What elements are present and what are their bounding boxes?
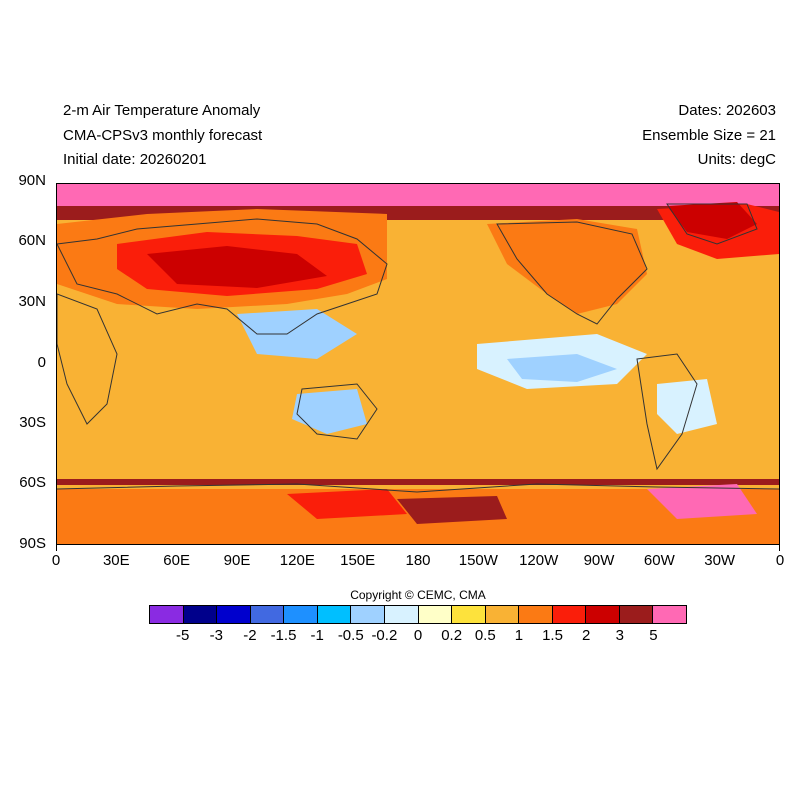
colorbar-swatch <box>619 606 654 623</box>
copyright-notice: Copyright © CEMC, CMA <box>350 588 486 602</box>
colorbar-swatch <box>317 606 352 623</box>
colorbar-swatch <box>552 606 587 623</box>
colorbar-label: 3 <box>615 627 624 644</box>
lon-label: 150W <box>458 552 498 569</box>
colorbar-swatch <box>418 606 453 623</box>
anomaly-field <box>57 184 779 544</box>
colorbar-swatch <box>452 606 486 623</box>
colorbar-swatch <box>183 606 218 623</box>
colorbar-label: 0.2 <box>441 627 463 644</box>
ensemble-size: Ensemble Size = 21 <box>642 127 776 144</box>
antarctic-hot <box>287 489 407 519</box>
greenland-hot <box>667 202 757 239</box>
lon-label: 120W <box>519 552 559 569</box>
colorbar-swatch <box>519 606 553 623</box>
forecast-dates: Dates: 202603 <box>678 102 776 119</box>
lon-label: 30E <box>102 552 130 569</box>
lon-label: 60E <box>163 552 190 569</box>
colorbar-swatch <box>284 606 318 623</box>
initial-date: Initial date: 20260201 <box>63 151 207 168</box>
colorbar-label: -1.5 <box>270 627 297 644</box>
australia-cool <box>292 389 367 434</box>
colorbar-label: 2 <box>581 627 591 644</box>
anomaly-map <box>56 183 780 545</box>
colorbar <box>149 605 687 624</box>
pacific-cool-core <box>507 354 617 382</box>
lon-label: 60W <box>643 552 675 569</box>
lon-label: 90W <box>583 552 615 569</box>
coastlines <box>57 203 779 493</box>
colorbar-label: -0.5 <box>337 627 364 644</box>
lat-label: 60N <box>18 232 46 249</box>
colorbar-swatch <box>351 606 385 623</box>
lat-label: 30N <box>18 293 46 310</box>
colorbar-label: -1 <box>310 627 324 644</box>
lon-label: 0 <box>51 552 61 569</box>
lat-label: 90N <box>18 172 46 189</box>
lat-label: 30S <box>19 414 46 431</box>
colorbar-label: 1 <box>514 627 524 644</box>
model-name: CMA-CPSv3 monthly forecast <box>63 127 263 144</box>
lon-label: 120E <box>279 552 315 569</box>
colorbar-swatch <box>653 606 686 623</box>
colorbar-label: -3 <box>209 627 223 644</box>
weddell-extreme <box>647 484 757 519</box>
lat-label: 60S <box>19 474 46 491</box>
ross-sea-warm <box>397 496 507 524</box>
colorbar-swatch <box>150 606 184 623</box>
colorbar-swatch <box>250 606 285 623</box>
colorbar-label: -5 <box>175 627 190 644</box>
lon-tick <box>779 545 780 551</box>
lon-label: 0 <box>775 552 785 569</box>
lon-label: 90E <box>223 552 251 569</box>
colorbar-label: -0.2 <box>371 627 398 644</box>
colorbar-swatch <box>485 606 520 623</box>
north-america-warm <box>487 219 647 314</box>
colorbar-label: 0.5 <box>474 627 496 644</box>
colorbar-swatch <box>586 606 620 623</box>
colorbar-label: 5 <box>649 627 658 644</box>
siberia-hot <box>147 246 327 288</box>
colorbar-swatch <box>384 606 419 623</box>
southern-ocean-warm-line <box>57 479 779 485</box>
south-america-cool <box>657 379 717 434</box>
lat-label: 0 <box>37 354 46 371</box>
colorbar-swatch <box>217 606 251 623</box>
colorbar-label: 1.5 <box>542 627 563 644</box>
lon-label: 30W <box>704 552 736 569</box>
colorbar-label: -2 <box>243 627 257 644</box>
colorbar-label: 0 <box>413 627 423 644</box>
maritime-cool <box>237 309 357 359</box>
lat-label: 90S <box>19 535 46 552</box>
lon-tick <box>56 545 57 551</box>
units-label: Units: degC <box>697 151 776 168</box>
map-title: 2-m Air Temperature Anomaly <box>63 102 261 119</box>
lon-label: 150E <box>340 552 376 569</box>
lon-label: 180 <box>405 552 431 569</box>
arctic-band <box>57 184 779 206</box>
